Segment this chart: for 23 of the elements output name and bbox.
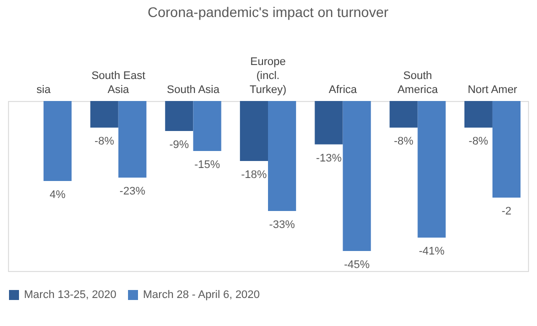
- x-tick-label: South Asia: [166, 84, 220, 96]
- x-tick-label: Africa: [328, 84, 358, 96]
- annotation: -2: [502, 206, 512, 218]
- data-label: -8%: [468, 136, 488, 148]
- data-label: -8%: [394, 136, 414, 148]
- annotation: 4%: [50, 189, 66, 201]
- data-label: -33%: [269, 219, 296, 231]
- data-label: -23%: [120, 186, 146, 198]
- x-tick-label: South East Asia: [91, 70, 146, 96]
- legend-label: March 13-25, 2020: [24, 289, 116, 301]
- data-label: -9%: [169, 139, 190, 151]
- data-label: -45%: [344, 259, 370, 271]
- x-tick-label: Europe (incl. Turkey): [250, 56, 286, 96]
- legend-label: March 28 - April 6, 2020: [143, 289, 260, 301]
- chart-title: Corona-pandemic's impact on turnover: [148, 4, 389, 20]
- x-tick-label: South America: [397, 70, 439, 96]
- data-label: -15%: [194, 159, 220, 171]
- x-tick-label: sia: [36, 84, 52, 96]
- x-tick-label: Nort Amer: [468, 84, 518, 96]
- data-label: -41%: [418, 246, 445, 258]
- data-label: -18%: [241, 169, 268, 181]
- data-label: -8%: [94, 136, 114, 148]
- data-label: -13%: [316, 152, 342, 164]
